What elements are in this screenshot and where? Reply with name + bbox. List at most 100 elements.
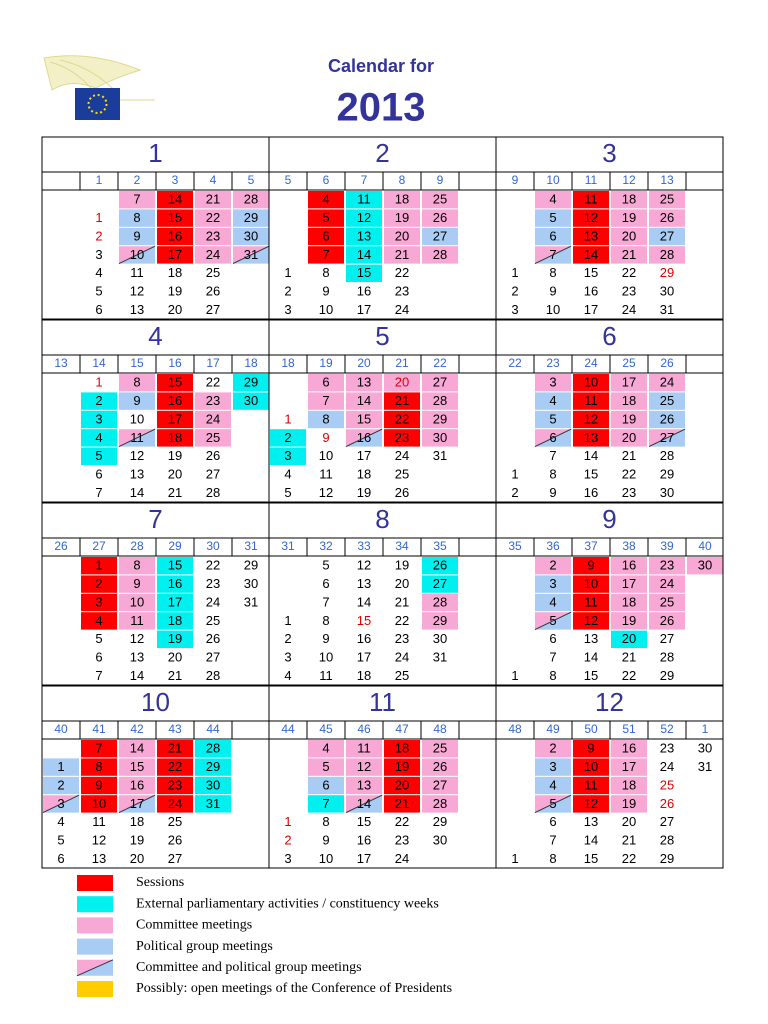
- day-number: 23: [395, 430, 409, 445]
- week-number: 14: [92, 356, 106, 370]
- day-number: 4: [95, 265, 102, 280]
- day-number: 30: [244, 393, 258, 408]
- day-number: 10: [319, 302, 333, 317]
- day-number: 12: [584, 210, 598, 225]
- cell-slash: [345, 428, 383, 448]
- day-number: 9: [95, 777, 102, 792]
- day-number: 20: [622, 814, 636, 829]
- day-number: 31: [206, 796, 220, 811]
- cell-fill: [573, 575, 609, 593]
- day-number: 25: [395, 467, 409, 482]
- day-number: 1: [95, 210, 102, 225]
- cell-fill: [81, 410, 117, 429]
- week-number: 50: [584, 722, 598, 736]
- cell-fill: [384, 392, 420, 410]
- week-number: 8: [399, 173, 406, 187]
- cell-fill: [308, 758, 344, 776]
- day-number: 20: [395, 777, 409, 792]
- day-number: 24: [660, 375, 674, 390]
- cell-fill: [573, 740, 609, 758]
- cell-fill: [81, 392, 117, 410]
- day-number: 19: [622, 796, 636, 811]
- cell-fill: [573, 593, 609, 612]
- cell-fill: [346, 227, 382, 246]
- week-number: 42: [130, 722, 144, 736]
- day-number: 3: [95, 247, 102, 262]
- day-number: 1: [95, 375, 102, 390]
- day-number: 26: [433, 759, 447, 774]
- day-number: 17: [130, 796, 144, 811]
- day-number: 19: [357, 485, 371, 500]
- day-number: 25: [206, 265, 220, 280]
- week-number: 22: [508, 356, 522, 370]
- day-number: 4: [284, 467, 291, 482]
- day-number: 31: [698, 759, 712, 774]
- cell-fill: [195, 795, 231, 813]
- cell-fill: [535, 191, 571, 209]
- cell-fill: [611, 630, 647, 648]
- day-number: 11: [584, 393, 598, 408]
- day-number: 6: [549, 228, 556, 243]
- cell-fill: [81, 575, 117, 593]
- cell-fill: [77, 896, 113, 913]
- day-number: 31: [244, 594, 258, 609]
- day-number: 28: [660, 650, 674, 665]
- cell-fill: [573, 374, 609, 392]
- cell-fill: [195, 392, 231, 410]
- day-number: 25: [168, 814, 182, 829]
- cell-fill: [119, 776, 155, 795]
- day-number: 27: [206, 302, 220, 317]
- day-number: 28: [433, 594, 447, 609]
- month-number: 9: [602, 504, 616, 534]
- cell-fill: [157, 740, 193, 758]
- day-number: 2: [284, 284, 291, 299]
- day-number: 13: [130, 467, 144, 482]
- month: 1234567891011121314151617181920212223242…: [268, 136, 497, 320]
- week-number: 47: [395, 722, 409, 736]
- day-number: 12: [130, 631, 144, 646]
- week-number: 12: [622, 173, 636, 187]
- day-number: 26: [433, 558, 447, 573]
- day-number: 5: [95, 448, 102, 463]
- day-number: 8: [549, 668, 556, 683]
- cell-fill: [573, 227, 609, 246]
- day-number: 13: [584, 814, 598, 829]
- day-number: 4: [549, 393, 556, 408]
- day-number: 2: [284, 631, 291, 646]
- cell-fill: [573, 429, 609, 447]
- cell-fill: [308, 209, 344, 227]
- cell-fill: [119, 612, 155, 630]
- day-number: 17: [357, 448, 371, 463]
- month-number: 12: [595, 687, 624, 717]
- cell-slash: [648, 428, 686, 448]
- day-number: 7: [322, 393, 329, 408]
- day-number: 15: [584, 851, 598, 866]
- day-number: 16: [357, 833, 371, 848]
- day-number: 8: [133, 558, 140, 573]
- day-number: 24: [395, 650, 409, 665]
- day-number: 25: [395, 668, 409, 683]
- cell-fill: [346, 264, 382, 282]
- day-number: 6: [322, 375, 329, 390]
- cell-fill: [422, 557, 458, 575]
- day-number: 2: [95, 393, 102, 408]
- week-number: 1: [702, 722, 709, 736]
- day-number: 6: [549, 631, 556, 646]
- day-number: 22: [206, 210, 220, 225]
- day-number: 25: [660, 594, 674, 609]
- day-number: 2: [95, 576, 102, 591]
- day-number: 10: [319, 851, 333, 866]
- week-number: 17: [206, 356, 220, 370]
- cell-fill: [81, 447, 117, 465]
- cell-fill: [81, 593, 117, 612]
- day-number: 6: [95, 650, 102, 665]
- day-number: 25: [660, 192, 674, 207]
- day-number: 12: [357, 210, 371, 225]
- day-number: 7: [95, 668, 102, 683]
- day-number: 8: [549, 467, 556, 482]
- day-number: 7: [95, 485, 102, 500]
- day-number: 6: [549, 814, 556, 829]
- cell-fill: [535, 557, 571, 575]
- day-number: 3: [57, 796, 64, 811]
- day-number: 15: [168, 210, 182, 225]
